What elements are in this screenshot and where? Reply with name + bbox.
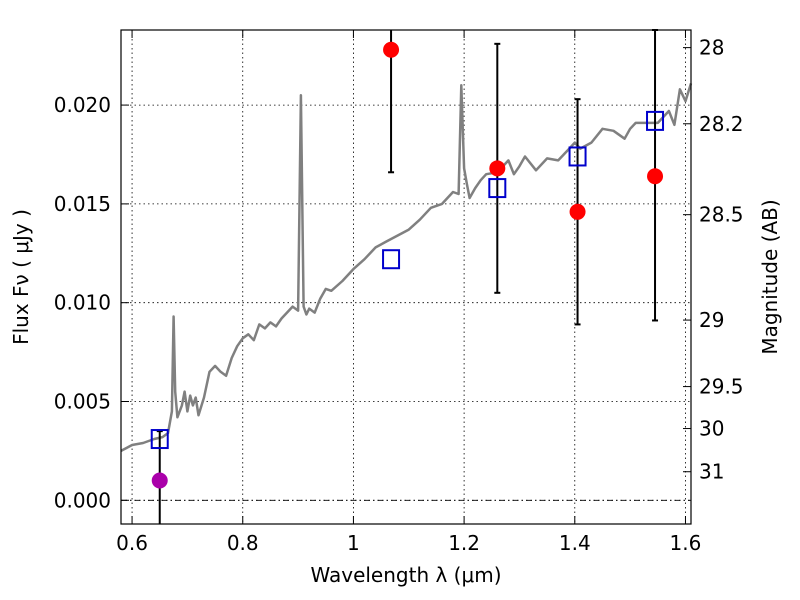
y-axis-label-left: Flux Fν ( μJy ) (9, 209, 33, 345)
tick-labels: 0.6 0.8 1 1.2 1.4 1.6 0.000 0.005 0.010 0.015 0.02… (54, 36, 744, 555)
y-tick-label: 0.020 (54, 93, 111, 117)
upper-limit-point (151, 472, 168, 489)
model-spectrum-line (120, 83, 693, 453)
synthetic-photometry-point (646, 110, 665, 131)
y-tick-label: 0.005 (54, 389, 111, 413)
right-tick-label: 28.2 (699, 112, 744, 136)
x-tick-label: 1.6 (670, 531, 702, 555)
x-tick-label: 1.2 (448, 531, 480, 555)
synthetic-photometry-point (488, 178, 507, 199)
data-markers (150, 29, 665, 524)
observed-flux-point (647, 168, 664, 185)
synthetic-photometry-point (568, 146, 587, 167)
x-tick-label: 1 (347, 531, 360, 555)
y-tick-label: 0.015 (54, 192, 111, 216)
right-tick-label: 28 (699, 36, 724, 60)
observed-flux-point (569, 203, 586, 220)
x-tick-label: 1.4 (559, 531, 591, 555)
observed-flux-point (489, 160, 506, 177)
right-tick-label: 30 (699, 417, 724, 441)
y-tick-label: 0.010 (54, 291, 111, 315)
right-tick-label: 29 (699, 308, 724, 332)
synthetic-photometry-point (150, 429, 169, 450)
synthetic-photometry-point (382, 249, 401, 270)
x-tick-label: 0.6 (116, 531, 148, 555)
observed-flux-point (383, 41, 400, 58)
y-axis-label-right: Magnitude (AB) (758, 199, 782, 354)
y-tick-label: 0.000 (54, 488, 111, 512)
x-axis-label: Wavelength λ (μm) (310, 563, 501, 587)
x-tick-label: 0.8 (227, 531, 259, 555)
right-tick-label: 29.5 (699, 375, 744, 399)
plot-frame (120, 29, 692, 525)
right-tick-label: 28.5 (699, 203, 744, 227)
right-tick-label: 31 (699, 460, 724, 484)
axis-ticks (121, 30, 691, 524)
